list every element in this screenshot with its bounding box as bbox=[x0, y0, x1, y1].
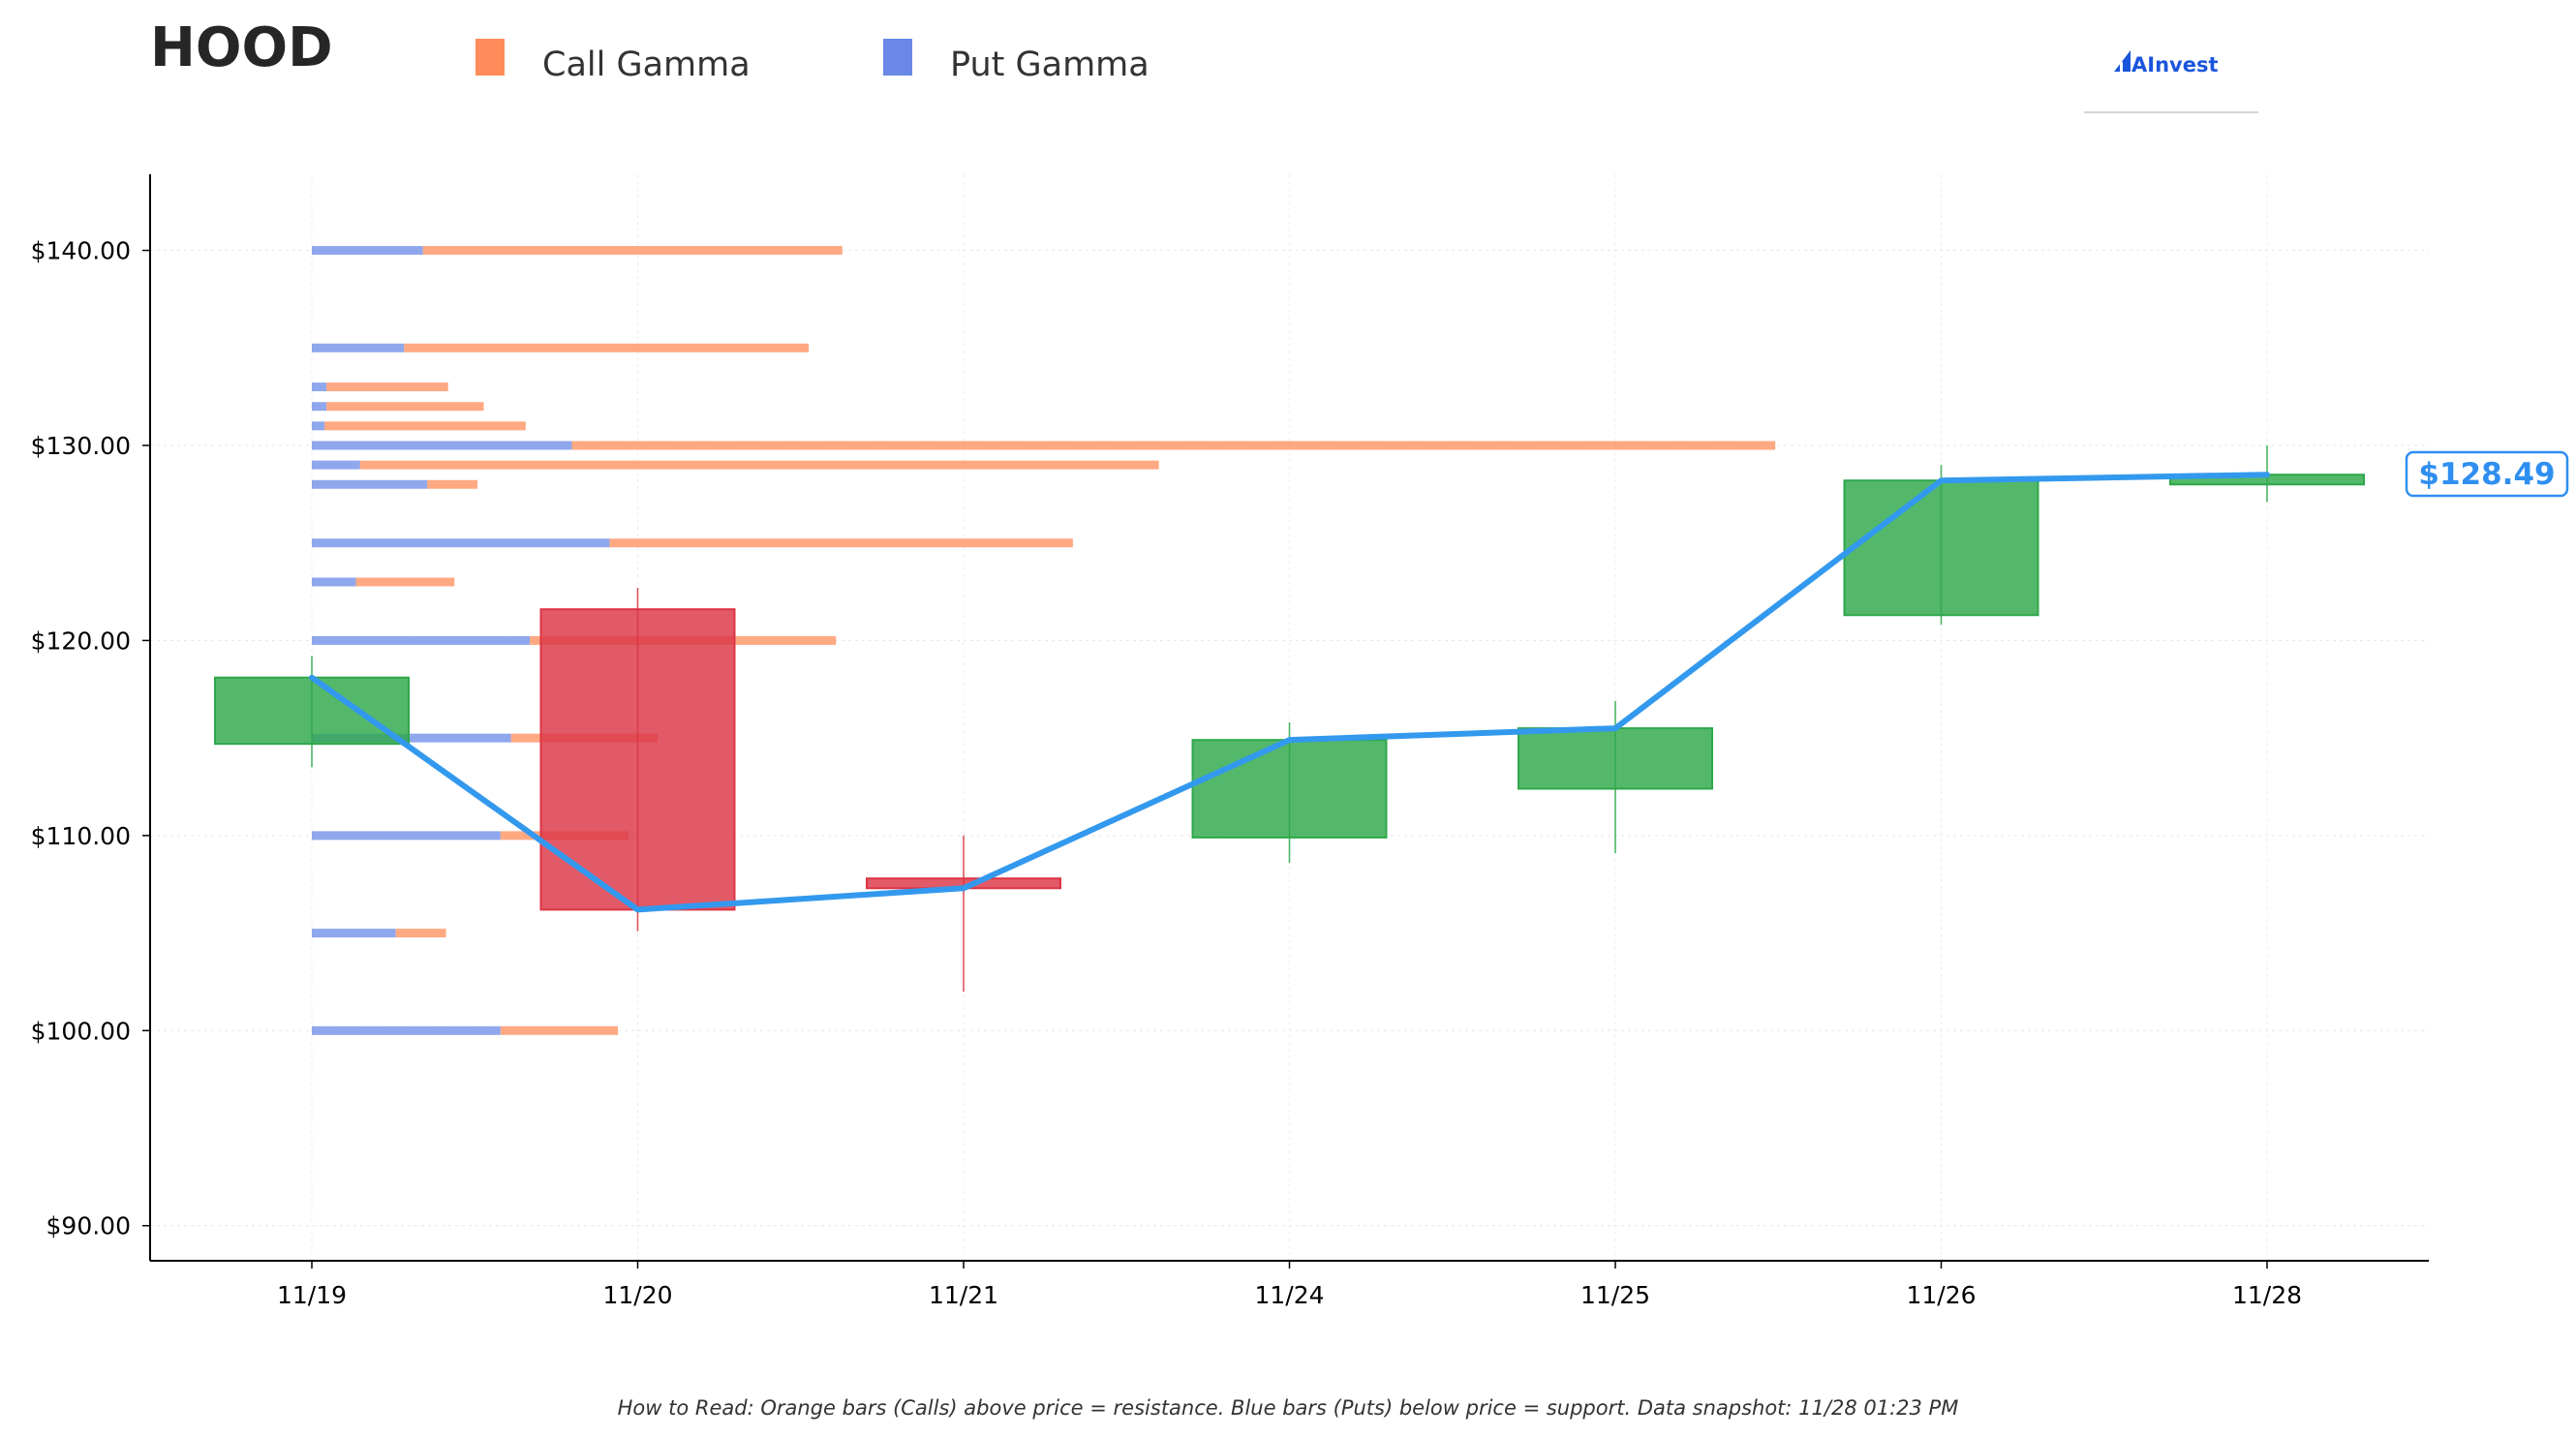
call-gamma-bar bbox=[326, 402, 484, 412]
put-gamma-bar bbox=[312, 929, 396, 938]
last-price-box bbox=[2405, 450, 2569, 498]
gamma-bars bbox=[312, 246, 1776, 1035]
put-gamma-bar bbox=[312, 421, 324, 431]
put-gamma-bar bbox=[312, 246, 423, 256]
put-gamma-bar bbox=[312, 538, 610, 548]
close-price-line-group bbox=[309, 472, 2270, 913]
x-tick-label: 11/20 bbox=[602, 1281, 672, 1309]
x-tick-label: 11/19 bbox=[277, 1281, 347, 1309]
put-gamma-bar bbox=[312, 577, 356, 587]
legend-put-swatch bbox=[883, 39, 912, 76]
legend-call-label: Call Gamma bbox=[542, 46, 751, 84]
candle-body bbox=[1843, 479, 2039, 617]
put-gamma-bar bbox=[312, 343, 405, 352]
put-gamma-bar bbox=[312, 831, 501, 841]
call-gamma-bar bbox=[571, 441, 1776, 450]
put-gamma-bar bbox=[312, 441, 572, 450]
y-tick-label: $130.00 bbox=[31, 432, 131, 460]
call-gamma-bar bbox=[359, 460, 1159, 470]
last-price-tag: $128.49 bbox=[2405, 450, 2569, 498]
x-tick-label: 11/26 bbox=[1906, 1281, 1976, 1309]
x-tick-label: 11/21 bbox=[929, 1281, 998, 1309]
chart-title: HOOD bbox=[150, 16, 333, 79]
call-gamma-bar bbox=[404, 343, 810, 352]
call-gamma-bar bbox=[355, 577, 455, 587]
call-gamma-bar bbox=[500, 1025, 619, 1035]
axis-labels: $90.00 $100.00 $110.00 $120.00 $130.00 $140.0… bbox=[31, 237, 2302, 1309]
candle-body bbox=[214, 676, 410, 746]
close-price-line bbox=[309, 472, 2270, 913]
call-gamma-bar bbox=[395, 929, 446, 938]
call-gamma-bar bbox=[323, 421, 526, 431]
logo-chart-icon bbox=[2114, 50, 2131, 72]
candle-body bbox=[1518, 727, 1713, 790]
x-tick-label: 11/28 bbox=[2232, 1281, 2302, 1309]
put-gamma-bar bbox=[312, 479, 428, 489]
put-gamma-bar bbox=[312, 635, 531, 645]
put-gamma-bar bbox=[312, 733, 511, 743]
y-tick-label: $90.00 bbox=[46, 1212, 131, 1240]
call-gamma-bar bbox=[326, 382, 448, 392]
put-gamma-bar bbox=[312, 1025, 501, 1035]
axes bbox=[142, 174, 2429, 1269]
candle-body bbox=[1191, 739, 1388, 839]
call-gamma-bar bbox=[609, 538, 1073, 548]
candle-body bbox=[539, 608, 736, 911]
logo-text: AInvest bbox=[2131, 53, 2219, 76]
call-gamma-bar bbox=[422, 246, 843, 256]
y-tick-label: $110.00 bbox=[31, 822, 131, 850]
legend-put-label: Put Gamma bbox=[950, 46, 1150, 84]
legend: Call Gamma Put Gamma bbox=[475, 39, 1150, 84]
x-tick-label: 11/25 bbox=[1580, 1281, 1650, 1309]
legend-call-swatch bbox=[475, 39, 505, 76]
put-gamma-bar bbox=[312, 460, 360, 470]
y-tick-label: $140.00 bbox=[31, 237, 131, 265]
y-tick-label: $120.00 bbox=[31, 627, 131, 655]
footnote: How to Read: Orange bars (Calls) above p… bbox=[618, 1396, 1959, 1420]
call-gamma-bar bbox=[427, 479, 478, 489]
x-tick-label: 11/24 bbox=[1254, 1281, 1324, 1309]
put-gamma-bar bbox=[312, 382, 327, 392]
grid bbox=[150, 174, 2429, 1261]
put-gamma-bar bbox=[312, 402, 327, 412]
candlesticks bbox=[214, 444, 2365, 993]
y-tick-label: $100.00 bbox=[31, 1017, 131, 1045]
ainvest-logo: AInvest bbox=[2084, 50, 2258, 113]
last-price-label: $128.49 bbox=[2418, 457, 2555, 492]
